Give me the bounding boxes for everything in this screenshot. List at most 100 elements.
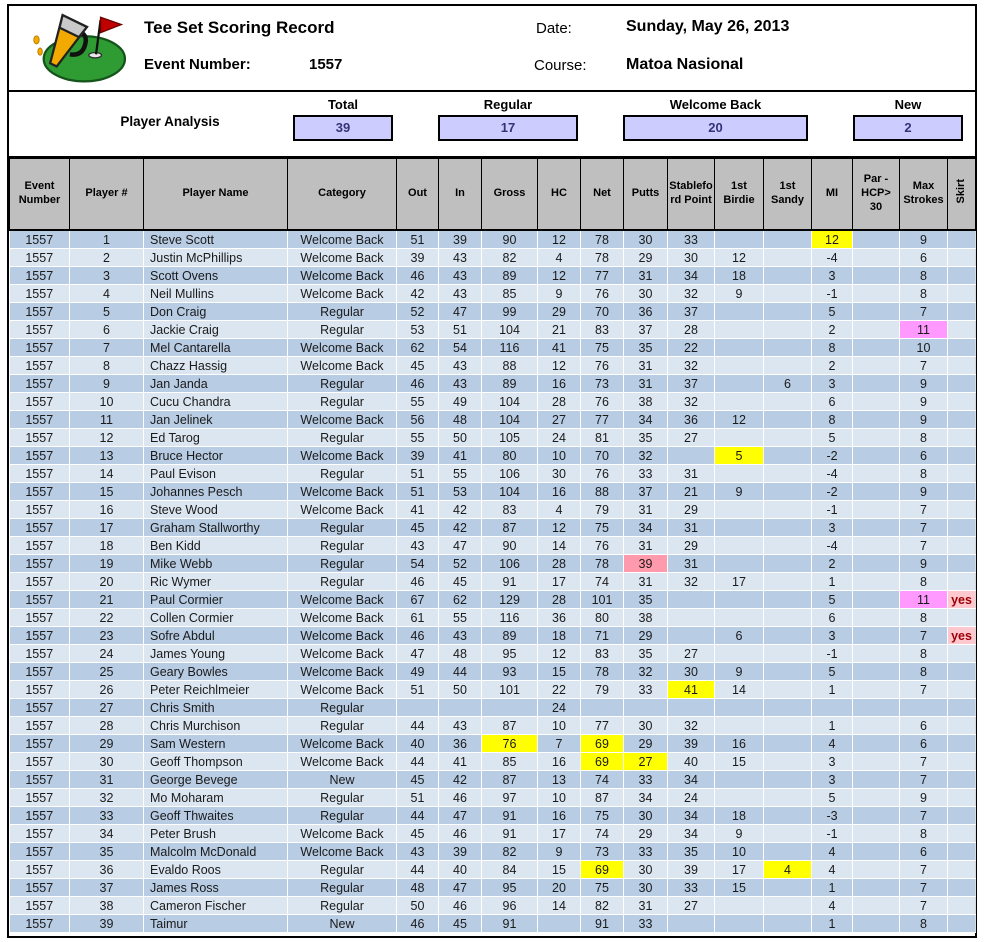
cell-event-number[interactable]: 1557 <box>9 428 70 447</box>
cell-player-num[interactable]: 35 <box>69 842 144 861</box>
cell-event-number[interactable]: 1557 <box>9 896 70 915</box>
cell-gross[interactable]: 89 <box>481 626 538 645</box>
cell-par-hcp-30[interactable] <box>852 536 900 555</box>
cell-in[interactable]: 47 <box>438 302 482 321</box>
cell-event-number[interactable]: 1557 <box>9 446 70 465</box>
cell-skirt[interactable] <box>947 446 976 465</box>
cell-player-name[interactable]: Paul Evison <box>143 464 288 483</box>
cell-player-name[interactable]: Cucu Chandra <box>143 392 288 411</box>
cell-first-sandy[interactable] <box>763 824 812 843</box>
cell-in[interactable]: 43 <box>438 356 482 375</box>
cell-stableford-point[interactable]: 41 <box>667 680 715 699</box>
cell-first-birdie[interactable] <box>714 716 764 735</box>
cell-putts[interactable]: 33 <box>623 464 668 483</box>
cell-max-strokes[interactable]: 7 <box>899 518 948 537</box>
cell-first-sandy[interactable] <box>763 284 812 303</box>
cell-net[interactable]: 69 <box>580 752 624 771</box>
cell-category[interactable]: Welcome Back <box>287 662 397 681</box>
cell-out[interactable]: 39 <box>396 248 439 267</box>
cell-in[interactable]: 55 <box>438 464 482 483</box>
cell-category[interactable]: Regular <box>287 572 397 591</box>
cell-in[interactable]: 47 <box>438 806 482 825</box>
cell-mi[interactable]: 4 <box>811 860 853 879</box>
cell-net[interactable]: 73 <box>580 842 624 861</box>
cell-player-num[interactable]: 28 <box>69 716 144 735</box>
cell-out[interactable]: 41 <box>396 500 439 519</box>
cell-stableford-point[interactable]: 32 <box>667 572 715 591</box>
cell-putts[interactable]: 37 <box>623 320 668 339</box>
cell-stableford-point[interactable]: 30 <box>667 248 715 267</box>
cell-par-hcp-30[interactable] <box>852 428 900 447</box>
cell-in[interactable]: 62 <box>438 590 482 609</box>
cell-gross[interactable]: 101 <box>481 680 538 699</box>
cell-putts[interactable]: 32 <box>623 446 668 465</box>
cell-putts[interactable]: 35 <box>623 338 668 357</box>
cell-gross[interactable]: 90 <box>481 536 538 555</box>
cell-skirt[interactable] <box>947 824 976 843</box>
cell-player-name[interactable]: Taimur <box>143 914 288 933</box>
cell-out[interactable]: 42 <box>396 284 439 303</box>
col-header-putts[interactable]: Putts <box>623 158 668 231</box>
cell-par-hcp-30[interactable] <box>852 554 900 573</box>
cell-first-sandy[interactable] <box>763 554 812 573</box>
cell-max-strokes[interactable]: 9 <box>899 410 948 429</box>
cell-net[interactable]: 79 <box>580 680 624 699</box>
cell-gross[interactable]: 106 <box>481 464 538 483</box>
cell-player-num[interactable]: 20 <box>69 572 144 591</box>
cell-max-strokes[interactable]: 7 <box>899 302 948 321</box>
cell-event-number[interactable]: 1557 <box>9 590 70 609</box>
cell-mi[interactable]: 2 <box>811 554 853 573</box>
cell-player-num[interactable]: 29 <box>69 734 144 753</box>
cell-gross[interactable]: 83 <box>481 500 538 519</box>
cell-out[interactable]: 46 <box>396 266 439 285</box>
cell-stableford-point[interactable]: 37 <box>667 374 715 393</box>
cell-hc[interactable]: 28 <box>537 392 581 411</box>
cell-first-birdie[interactable]: 12 <box>714 248 764 267</box>
cell-first-sandy[interactable] <box>763 752 812 771</box>
cell-event-number[interactable]: 1557 <box>9 626 70 645</box>
cell-in[interactable]: 43 <box>438 284 482 303</box>
cell-out[interactable]: 43 <box>396 536 439 555</box>
cell-gross[interactable]: 106 <box>481 554 538 573</box>
cell-first-birdie[interactable] <box>714 464 764 483</box>
cell-max-strokes[interactable]: 7 <box>899 896 948 915</box>
cell-first-sandy[interactable] <box>763 464 812 483</box>
cell-first-birdie[interactable]: 18 <box>714 806 764 825</box>
cell-in[interactable]: 45 <box>438 914 482 933</box>
cell-stableford-point[interactable] <box>667 608 715 627</box>
cell-gross[interactable]: 91 <box>481 572 538 591</box>
cell-category[interactable]: Welcome Back <box>287 626 397 645</box>
cell-event-number[interactable]: 1557 <box>9 356 70 375</box>
cell-stableford-point[interactable]: 31 <box>667 518 715 537</box>
cell-player-num[interactable]: 4 <box>69 284 144 303</box>
event-number-value[interactable]: 1557 <box>309 56 343 73</box>
cell-putts[interactable]: 31 <box>623 266 668 285</box>
cell-stableford-point[interactable]: 32 <box>667 284 715 303</box>
cell-first-sandy[interactable] <box>763 248 812 267</box>
cell-stableford-point[interactable]: 27 <box>667 896 715 915</box>
cell-putts[interactable]: 32 <box>623 662 668 681</box>
cell-event-number[interactable]: 1557 <box>9 554 70 573</box>
cell-gross[interactable]: 80 <box>481 446 538 465</box>
cell-in[interactable]: 46 <box>438 896 482 915</box>
cell-mi[interactable]: 8 <box>811 410 853 429</box>
cell-stableford-point[interactable]: 34 <box>667 824 715 843</box>
cell-net[interactable] <box>580 698 624 717</box>
cell-first-sandy[interactable] <box>763 608 812 627</box>
cell-gross[interactable]: 87 <box>481 518 538 537</box>
cell-putts[interactable]: 27 <box>623 752 668 771</box>
cell-in[interactable]: 43 <box>438 266 482 285</box>
cell-net[interactable]: 80 <box>580 608 624 627</box>
cell-player-name[interactable]: Geoff Thwaites <box>143 806 288 825</box>
cell-net[interactable]: 83 <box>580 320 624 339</box>
cell-hc[interactable]: 30 <box>537 464 581 483</box>
cell-first-sandy[interactable]: 4 <box>763 860 812 879</box>
cell-stableford-point[interactable]: 31 <box>667 464 715 483</box>
col-header-skirt[interactable]: Skirt <box>947 158 976 231</box>
cell-event-number[interactable]: 1557 <box>9 572 70 591</box>
cell-skirt[interactable] <box>947 230 976 249</box>
cell-mi[interactable]: 6 <box>811 608 853 627</box>
cell-first-sandy[interactable] <box>763 716 812 735</box>
cell-gross[interactable]: 84 <box>481 860 538 879</box>
cell-category[interactable]: Regular <box>287 716 397 735</box>
